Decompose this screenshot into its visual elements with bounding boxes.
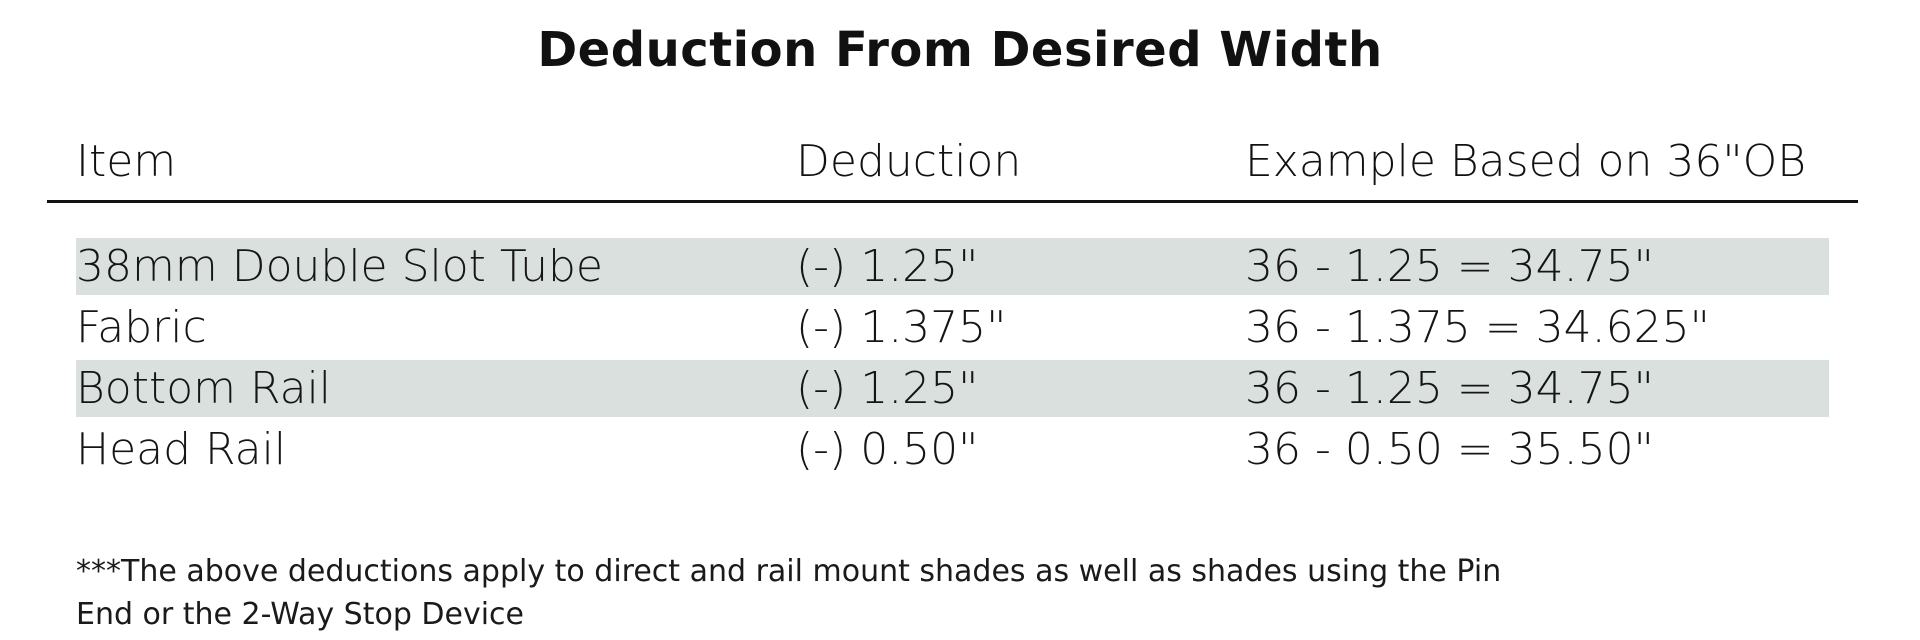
table-row: Fabric (-) 1.375" 36 - 1.375 = 34.625" — [0, 299, 1920, 360]
page-title: Deduction From Desired Width — [537, 22, 1383, 78]
footnote-line-2: End or the 2-Way Stop Device — [76, 597, 524, 632]
cell-item: Bottom Rail — [76, 363, 332, 414]
cell-item: Head Rail — [76, 424, 287, 475]
column-header-deduction: Deduction — [796, 136, 1022, 187]
table-body: 38mm Double Slot Tube (-) 1.25" 36 - 1.2… — [0, 238, 1920, 482]
cell-deduction: (-) 1.375" — [796, 302, 1007, 353]
cell-deduction: (-) 1.25" — [796, 363, 979, 414]
cell-example: 36 - 0.50 = 35.50" — [1245, 424, 1654, 475]
footnote-line-1: ***The above deductions apply to direct … — [76, 554, 1502, 589]
table-row: Head Rail (-) 0.50" 36 - 0.50 = 35.50" — [0, 421, 1920, 482]
header-divider — [47, 200, 1858, 203]
row-band — [76, 360, 1829, 417]
cell-deduction: (-) 1.25" — [796, 241, 979, 292]
cell-item: Fabric — [76, 302, 207, 353]
table-row: 38mm Double Slot Tube (-) 1.25" 36 - 1.2… — [0, 238, 1920, 299]
cell-deduction: (-) 0.50" — [796, 424, 979, 475]
table-row: Bottom Rail (-) 1.25" 36 - 1.25 = 34.75" — [0, 360, 1920, 421]
cell-example: 36 - 1.25 = 34.75" — [1245, 363, 1654, 414]
cell-item: 38mm Double Slot Tube — [76, 241, 603, 292]
cell-example: 36 - 1.375 = 34.625" — [1245, 302, 1710, 353]
cell-example: 36 - 1.25 = 34.75" — [1245, 241, 1654, 292]
footnote: ***The above deductions apply to direct … — [76, 550, 1776, 636]
column-header-example: Example Based on 36"OB — [1245, 136, 1807, 187]
column-header-item: Item — [76, 136, 177, 187]
row-band — [76, 238, 1829, 295]
table-header-row: Item Deduction Example Based on 36"OB — [0, 132, 1920, 192]
